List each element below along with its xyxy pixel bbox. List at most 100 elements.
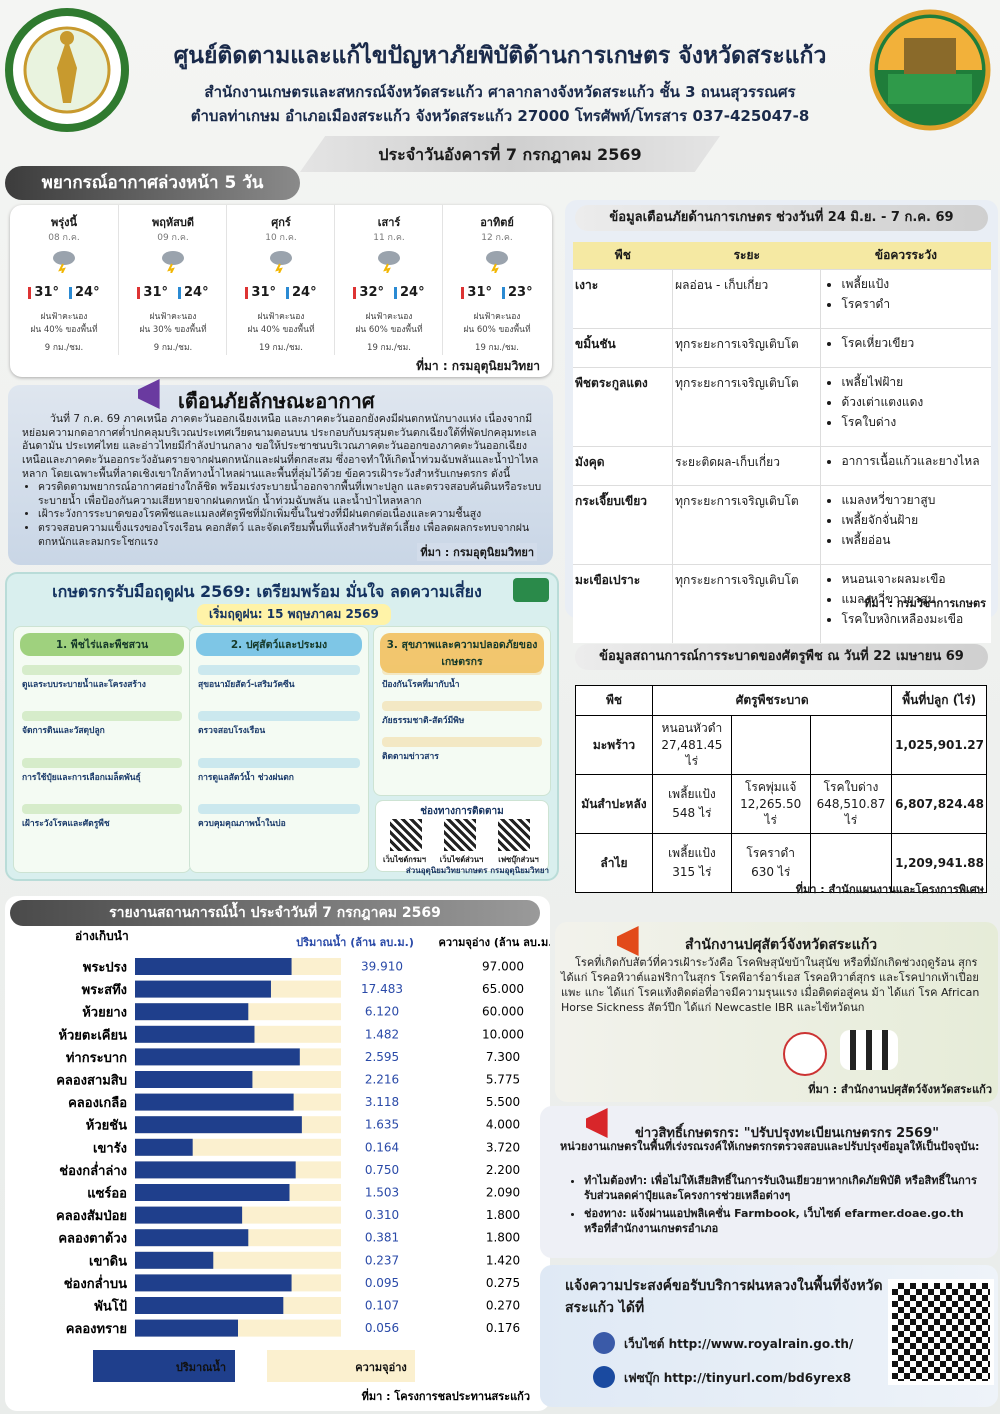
alert-crop: มังคุด (573, 446, 674, 486)
volume-value: 0.310 (365, 1208, 399, 1222)
qr-code (444, 819, 476, 851)
channel-label: เว็บไซต์กรมฯ (383, 855, 426, 864)
reservoir-label: คลองตาด้วง (58, 1231, 127, 1247)
reservoir-label: เขารัง (93, 1141, 127, 1156)
day-date: 10 ก.ค. (265, 233, 297, 243)
volume-value: 0.381 (365, 1231, 399, 1245)
warning-bullet: ควรติดตามพยากรณ์อากาศอย่างใกล้ชิด พร้อมเ… (38, 481, 542, 508)
reservoir-label: ช่องกล่ำล่าง (59, 1161, 127, 1179)
volume-value: 2.216 (365, 1073, 399, 1087)
reservoir-label: คลองเกลือ (68, 1095, 127, 1111)
alert-risks: อาการเนื้อแก้วและยางไหล (821, 447, 991, 486)
temps: 31° 24° (227, 285, 335, 300)
weather-icon (162, 251, 184, 273)
pest-cell (730, 715, 811, 775)
poster-item: ควบคุมคุณภาพน้ำในบ่อ (198, 818, 286, 829)
alert-header: ข้อควรระวัง (874, 248, 938, 262)
category-header: อ่างเก็บน้ำ (75, 930, 129, 943)
alert-row: มะเขือเปราะทุกระยะการเจริญเติบโตหนอนเจาะ… (573, 564, 991, 643)
thermo-low (394, 286, 397, 299)
capacity-value: 60.000 (482, 1005, 524, 1019)
alert-crop: พืชตระกูลแตง (573, 367, 674, 447)
volume-bar (135, 1251, 214, 1269)
livestock-section: สำนักงานปศุสัตว์จังหวัดสระแก้ว โรคที่เกิด… (555, 922, 998, 1102)
capacity-value: 1.420 (486, 1253, 520, 1267)
qr-code (498, 819, 530, 851)
forecast-day: พรุ่งนี้ 08 ก.ค. 31° 24° ฝนฟ้าคะนอง ฝน 40% ขอ… (10, 205, 118, 355)
warning-body: วันที่ 7 ก.ค. 69 ภาคเหนือ ภาคตะวันออกเฉี… (22, 413, 542, 549)
reservoir-label: ห้วยตะเคียน (58, 1027, 127, 1043)
forecast-day: อาทิตย์ 12 ก.ค. 31° 23° ฝนฟ้าคะนอง ฝน 60% ของ… (442, 205, 551, 355)
pest-crop: ลำไย (575, 833, 653, 893)
pest-cell: หนอนหัวดำ 27,481.45 ไร่ (651, 715, 732, 775)
volume-bar (135, 1116, 302, 1134)
forecast-day: เสาร์ 11 ก.ค. 32° 24° ฝนฟ้าคะนอง ฝน 60% ของพื… (334, 205, 443, 355)
poster-item: ป้องกันโรคที่มากับน้ำ (382, 680, 460, 690)
pest-title: ข้อมูลสถานการณ์การระบาดของศัตรูพืช ณ วัน… (575, 644, 988, 670)
forecast-day: ศุกร์ 10 ก.ค. 31° 24° ฝนฟ้าคะนอง ฝน 40% ของพื… (226, 205, 335, 355)
day-date: 09 ก.ค. (157, 233, 189, 243)
news-intro: หน่วยงานเกษตรในพื้นที่เร่งรณรงค์ให้เกษตร… (560, 1140, 980, 1153)
poster-item: สุขอนามัยสัตว์-เสริมวัคซีน (198, 680, 295, 690)
alert-row: กระเจี๊ยบเขียวทุกระยะการเจริญเติบโตแมลงห… (573, 485, 991, 565)
alert-stage: ทุกระยะการเจริญเติบโต (672, 564, 822, 643)
volume-value: 3.118 (365, 1095, 399, 1109)
animal-illustration (840, 1030, 898, 1070)
reservoir-label: คลองสัมป่อย (56, 1209, 127, 1224)
alert-crop: กระเจี๊ยบเขียว (573, 485, 674, 565)
poster-item: การใช้ปุ๋ยและการเลือกเมล็ดพันธุ์ (22, 772, 141, 783)
risk-item: เพลี้ยจักจั่นฝ้าย (841, 510, 989, 530)
poster-footer: ส่วนอุตุนิยมวิทยาเกษตร กรมอุตุนิยมวิทยา (405, 866, 549, 875)
rain-chance: ฝน 30% ของพื้นที่ (139, 325, 207, 335)
tmd-logo (513, 578, 549, 602)
day-date: 12 ก.ค. (481, 233, 513, 243)
risk-list: แมลงหวี่ขาวยาสูบเพลี้ยจักจั่นฝ้ายเพลี้ยอ… (823, 490, 989, 550)
legend-label: ความจุอ่าง (355, 1361, 407, 1375)
volume-bar (135, 1093, 294, 1111)
weather-icon (486, 251, 508, 273)
alert-title: ข้อมูลเตือนภัยด้านการเกษตร ช่วงวันที่ 24… (575, 205, 988, 231)
poster-item: ตรวจสอบโรงเรือน (198, 726, 266, 737)
alert-stage: ระยะติดผล-เก็บเกี่ยว (672, 446, 822, 486)
poster-illustration (198, 757, 360, 768)
livestock-text: โรคที่เกิดกับสัตว์ที่ควรเฝ้าระวังคือ โรค… (561, 956, 980, 1014)
rain-chance: ฝน 60% ของพื้นที่ (355, 325, 423, 335)
volume-bar (135, 1138, 193, 1156)
capacity-value: 65.000 (482, 982, 524, 996)
reservoir-label: ช่องกล่ำบน (64, 1274, 127, 1292)
day-name: พฤหัสบดี (151, 216, 194, 229)
thermo-high (137, 286, 141, 299)
pest-cell: เพลี้ยแป้ง 548 ไร่ (651, 774, 732, 834)
wind: 19 กม./ชม. (259, 343, 303, 353)
volume-bar (135, 1297, 284, 1314)
channels-box: ช่องทางการติดตาม เว็บไซต์กรมฯ เว็บไซต์ส่วน… (375, 800, 549, 872)
risk-item: โรคใบด่าง (841, 412, 989, 432)
poster-illustration (382, 701, 542, 711)
rain-chance: ฝน 60% ของพื้นที่ (463, 325, 531, 335)
poster-illustration (22, 711, 182, 722)
alert-row: พืชตระกูลแตงทุกระยะการเจริญเติบโตเพลี้ยไ… (573, 367, 991, 447)
day-name: พรุ่งนี้ (50, 216, 78, 229)
website: เว็บไซต์ http://www.royalrain.go.th/ (624, 1337, 854, 1351)
animal-illustration (783, 1032, 827, 1076)
weather-icon (270, 251, 292, 273)
alert-header: พืช (614, 248, 631, 262)
risk-item: โรคเหี่ยวเขียว (841, 333, 989, 353)
volume-bar (135, 1206, 243, 1224)
temp-high: 31° (34, 285, 59, 300)
poster-illustration (198, 803, 360, 814)
wind: 9 กม./ชม. (44, 343, 84, 353)
alert-crop: ขมิ้นชัน (573, 328, 674, 368)
thermo-low (286, 286, 289, 299)
pest-header-row: พืช ศัตรูพืชระบาด พื้นที่ปลูก (ไร่) (575, 685, 987, 716)
volume-bar (135, 1161, 296, 1179)
pest-cell (809, 833, 893, 893)
day-name: อาทิตย์ (480, 216, 514, 229)
livestock-source: ที่มา : สำนักงานปศุสัตว์จังหวัดสระแก้ว (808, 1083, 992, 1096)
capacity-value: 2.200 (486, 1163, 520, 1177)
volume-value: 1.635 (365, 1118, 399, 1132)
thermo-high (245, 286, 249, 299)
pest-section: ข้อมูลสถานการณ์การระบาดของศัตรูพืช ณ วัน… (565, 630, 998, 900)
forecast-card: พรุ่งนี้ 08 ก.ค. 31° 24° ฝนฟ้าคะนอง ฝน 40% ขอ… (10, 205, 552, 377)
